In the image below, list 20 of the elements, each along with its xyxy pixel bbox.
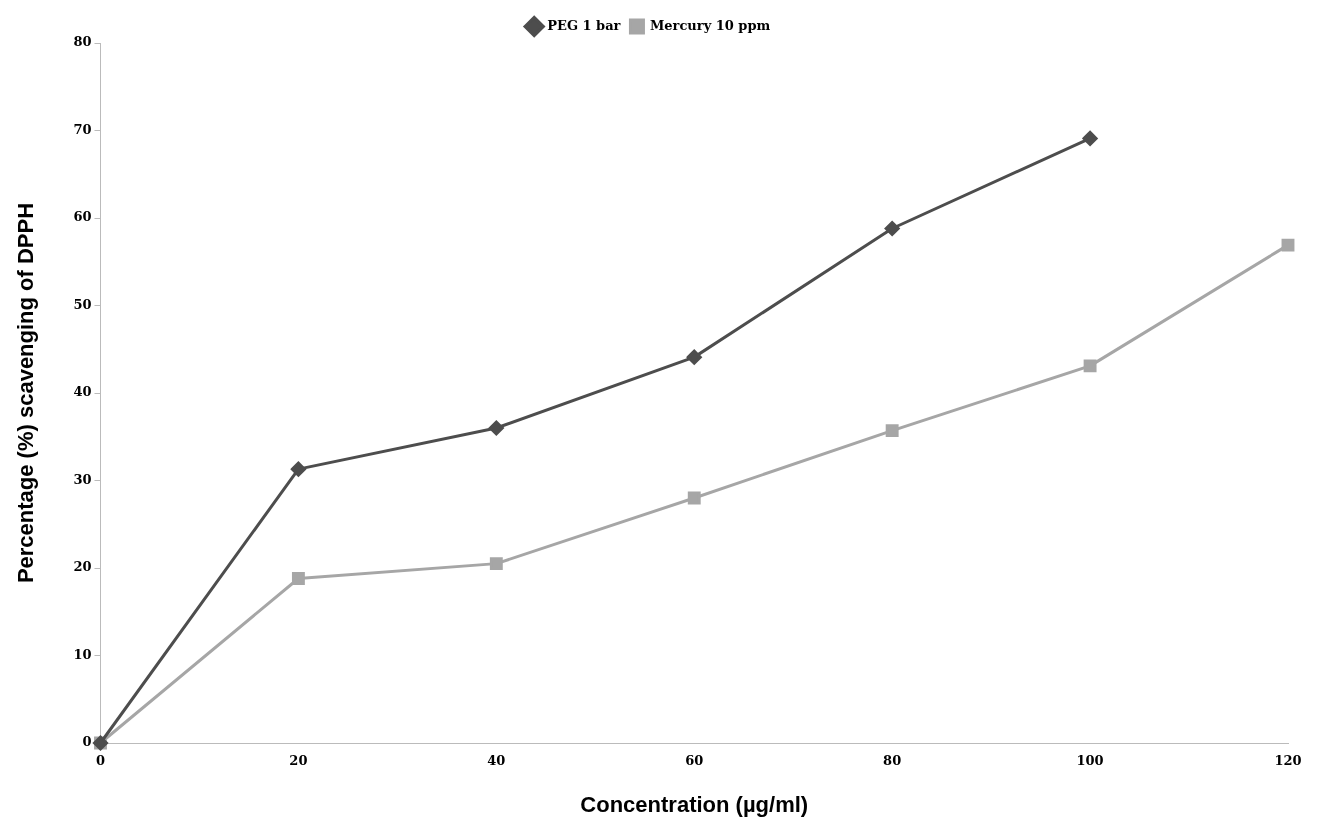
- y-tick-label: 10: [73, 646, 92, 662]
- y-tick-label: 70: [73, 121, 92, 137]
- x-tick-label: 100: [1076, 753, 1104, 769]
- x-tick-label: 40: [487, 753, 506, 769]
- legend-label: PEG 1 bar: [547, 17, 621, 33]
- y-tick-label: 30: [73, 471, 92, 487]
- y-axis-title: Percentage (%) scavenging of DPPH: [13, 202, 39, 584]
- x-tick-label: 80: [883, 753, 902, 769]
- y-tick-label: 40: [73, 384, 92, 400]
- y-tick-label: 50: [73, 296, 92, 312]
- legend-label: Mercury 10 ppm: [649, 17, 771, 33]
- y-tick-label: 60: [73, 209, 92, 225]
- x-tick-label: 60: [685, 753, 704, 769]
- y-tick-label: 20: [73, 559, 92, 575]
- x-tick-label: 0: [95, 753, 106, 769]
- x-tick-label: 120: [1274, 753, 1302, 769]
- x-tick-label: 20: [289, 753, 308, 769]
- y-tick-label: 80: [73, 34, 92, 50]
- x-axis-title: Concentration (µg/ml): [580, 791, 809, 817]
- y-tick-label: 0: [82, 734, 92, 750]
